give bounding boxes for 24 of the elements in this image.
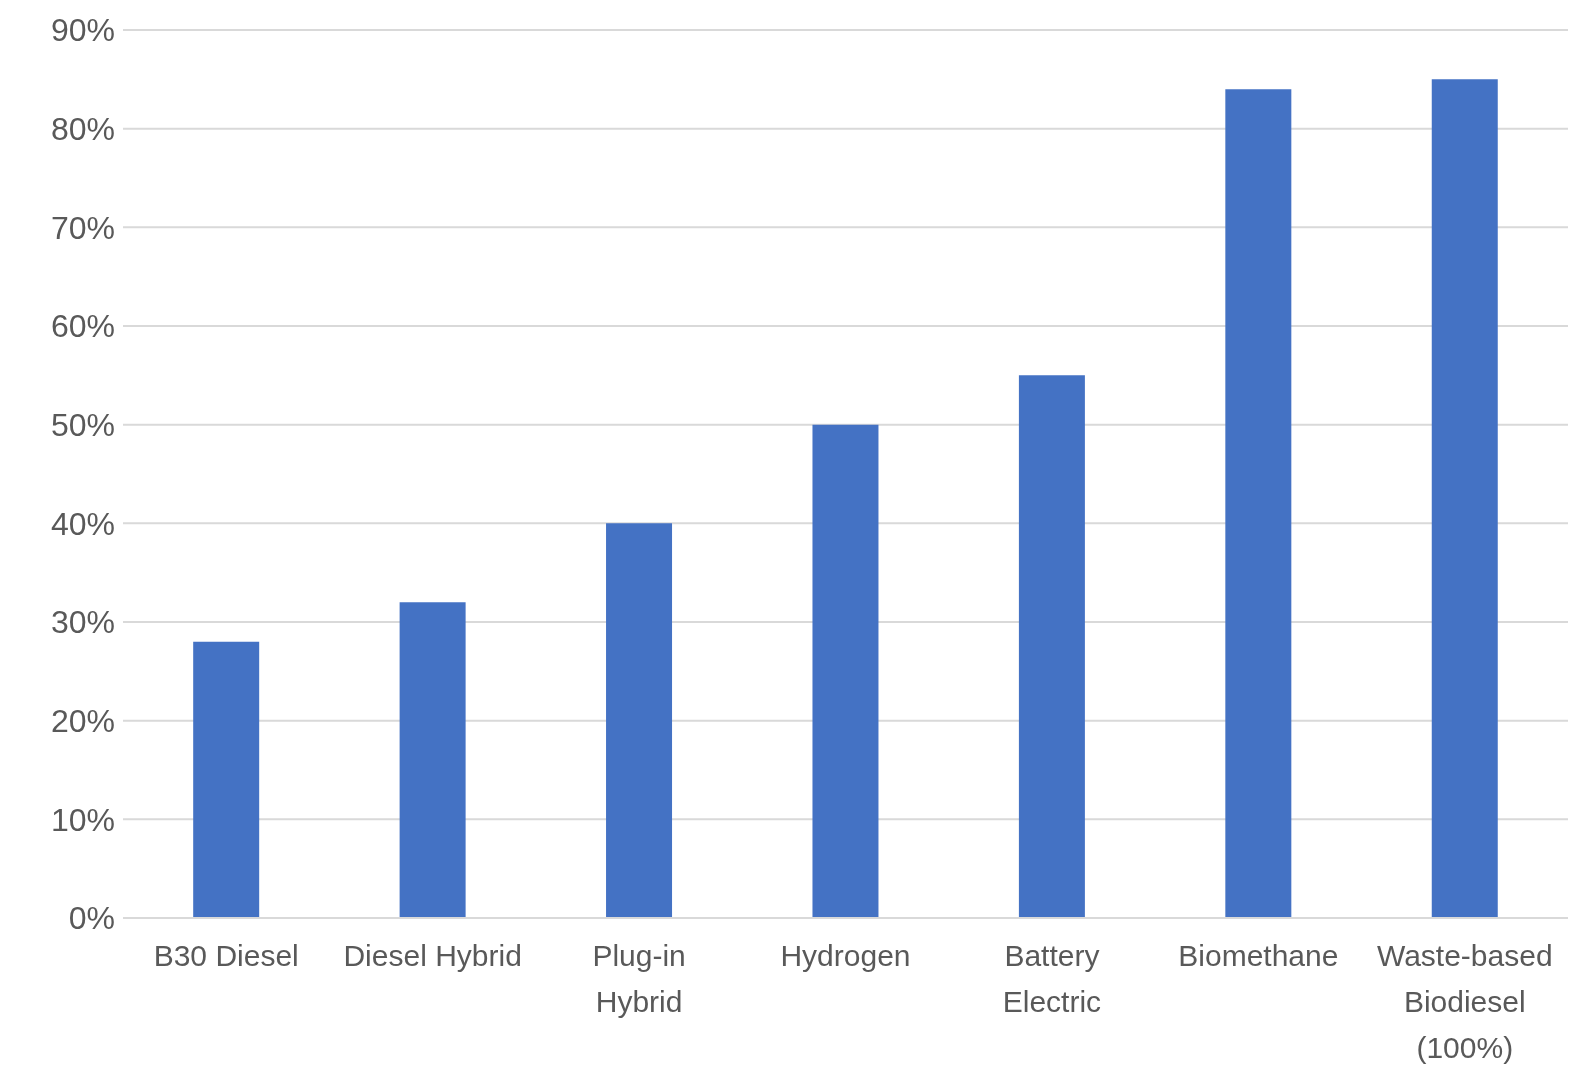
x-tick-label: Hydrogen — [780, 939, 911, 972]
bar — [606, 523, 673, 918]
bar — [399, 602, 466, 918]
y-tick-label: 0% — [68, 900, 115, 937]
x-tick-label: Diesel Hybrid — [343, 939, 522, 972]
bar — [1431, 79, 1498, 918]
x-tick-label: Battery Electric — [1002, 939, 1102, 1018]
x-tick-label: B30 Diesel — [153, 939, 299, 972]
y-tick-label: 10% — [50, 801, 115, 838]
x-tick-label: Plug-in Hybrid — [592, 939, 686, 1018]
bar — [1225, 89, 1292, 918]
bar — [1018, 375, 1085, 918]
bar — [812, 424, 879, 918]
y-tick-label: 50% — [50, 407, 115, 444]
bar — [193, 641, 260, 918]
y-tick-label: 30% — [50, 604, 115, 641]
y-tick-label: 60% — [50, 308, 115, 345]
y-tick-label: 40% — [50, 505, 115, 542]
x-tick-label: Waste-based Biodiesel (100%) — [1376, 939, 1553, 1064]
x-tick-label: Biomethane — [1178, 939, 1339, 972]
y-tick-label: 90% — [50, 12, 115, 49]
y-tick-label: 80% — [50, 111, 115, 148]
y-tick-label: 70% — [50, 209, 115, 246]
y-tick-label: 20% — [50, 703, 115, 740]
